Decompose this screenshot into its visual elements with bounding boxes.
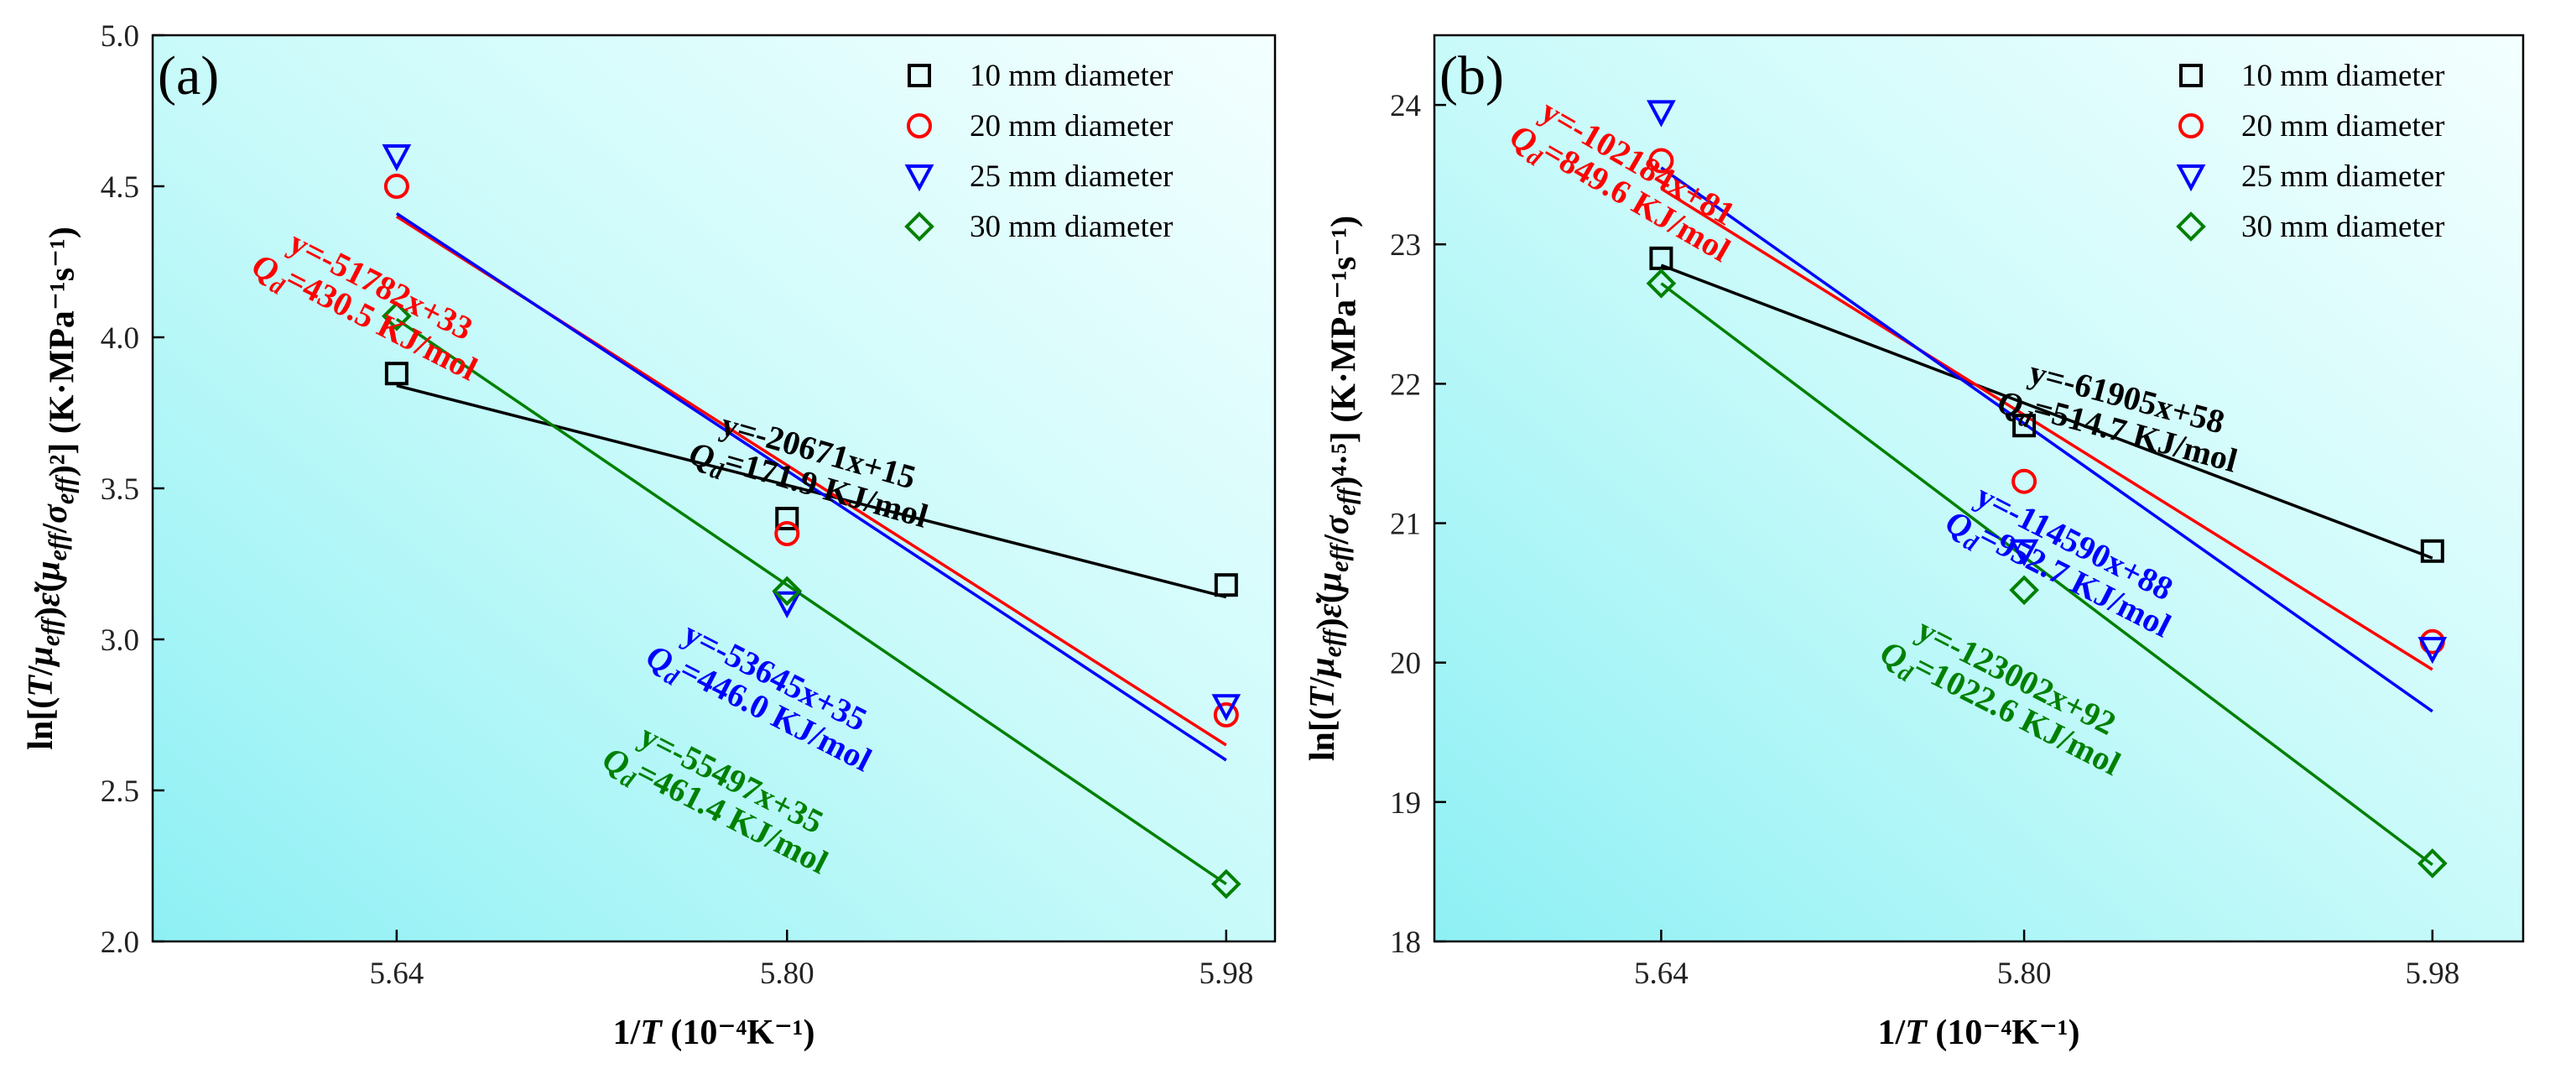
data-point (384, 362, 409, 386)
plot-area (1433, 34, 2525, 943)
legend-label: 20 mm diameter (2241, 109, 2445, 143)
data-point (1647, 100, 1676, 128)
y-tick-label: 4.5 (101, 170, 139, 205)
data-point (383, 174, 409, 199)
x-tick-label: 5.98 (2405, 957, 2459, 991)
fit-line-3 (395, 211, 1227, 762)
y-axis-title: ln[(T/μeff)ε̇(μeff/σeff)⁴·⁵] (K·MPa⁻¹s⁻¹… (1304, 216, 1363, 761)
legend-label: 10 mm diameter (2241, 59, 2445, 93)
fit-line-2 (1660, 187, 2433, 671)
legend-marker (2176, 164, 2206, 192)
y-tick-label: 2.5 (101, 774, 139, 809)
x-tick-label: 5.98 (1199, 957, 1253, 991)
data-point (2417, 848, 2448, 878)
data-point (382, 300, 412, 331)
x-tick-label: 5.80 (1997, 957, 2052, 991)
fit-line-1 (396, 383, 1227, 599)
y-tick-label: 22 (1390, 368, 1421, 402)
legend-marker (904, 164, 934, 192)
legend-marker (908, 64, 931, 87)
y-axis-title: ln[(T/μeff)ε̇(μeff/σeff)²] (K·MPa⁻¹s⁻¹) (22, 227, 81, 750)
legend-label: 30 mm diameter (2241, 210, 2445, 244)
legend-label: 10 mm diameter (970, 59, 1174, 93)
y-tick-label: 18 (1390, 925, 1421, 960)
y-tick-label: 24 (1390, 89, 1421, 123)
x-axis-title: 1/T (10⁻⁴K⁻¹) (612, 1014, 814, 1052)
legend-marker (907, 113, 932, 138)
fit-line-4 (1660, 282, 2433, 867)
y-tick-label: 21 (1390, 508, 1421, 542)
data-point (2011, 468, 2037, 494)
panel-b: 5.64 5.80 5.98 18 19 20 21 22 23 24 (b) 1/T (10⁻⁴K⁻… (1304, 34, 2525, 1052)
x-tick-label: 5.64 (369, 957, 424, 991)
data-point (774, 521, 800, 546)
y-tick-label: 3.0 (101, 623, 139, 658)
x-axis-title: 1/T (10⁻⁴K⁻¹) (1877, 1014, 2079, 1052)
legend-marker (2178, 113, 2204, 138)
data-point (1211, 694, 1241, 722)
data-point (1210, 868, 1241, 899)
data-point (1214, 573, 1238, 597)
data-point (2420, 539, 2444, 563)
legend-label: 20 mm diameter (970, 109, 1174, 143)
data-point (2417, 637, 2448, 665)
panel-a: 5.64 5.80 5.98 2.0 2.5 3.0 3.5 4.0 4.5 5.0 (a) 1/T … (22, 19, 1277, 1052)
data-point (775, 507, 799, 530)
fit-line-4 (395, 317, 1227, 886)
fit-line-3 (1660, 166, 2433, 713)
data-point (772, 591, 802, 619)
data-point (1646, 268, 1677, 299)
legend-marker (2176, 211, 2206, 242)
x-tick-label: 5.80 (760, 957, 814, 991)
y-tick-label: 20 (1390, 647, 1421, 681)
y-tick-label: 3.5 (101, 472, 139, 507)
legend-marker (2179, 64, 2203, 87)
legend-marker (904, 211, 934, 242)
x-tick-label: 5.64 (1634, 957, 1689, 991)
data-point (1649, 246, 1673, 270)
data-point (772, 576, 803, 607)
data-point (2009, 539, 2039, 566)
y-tick-label: 4.0 (101, 321, 139, 356)
data-point (2012, 414, 2037, 438)
fit-line-1 (1660, 263, 2433, 560)
data-point (382, 144, 412, 172)
data-point (2009, 575, 2039, 606)
panel-label: (a) (158, 45, 219, 107)
legend-label: 30 mm diameter (970, 210, 1174, 244)
panel-label: (b) (1439, 45, 1504, 107)
legend-label: 25 mm diameter (970, 159, 1174, 194)
y-tick-label: 5.0 (101, 19, 139, 54)
data-point (1648, 148, 1674, 174)
legend-label: 25 mm diameter (2241, 159, 2445, 194)
y-tick-label: 19 (1390, 786, 1421, 821)
data-point (1213, 702, 1239, 727)
y-tick-label: 23 (1390, 228, 1421, 263)
y-tick-label: 2.0 (101, 925, 139, 960)
